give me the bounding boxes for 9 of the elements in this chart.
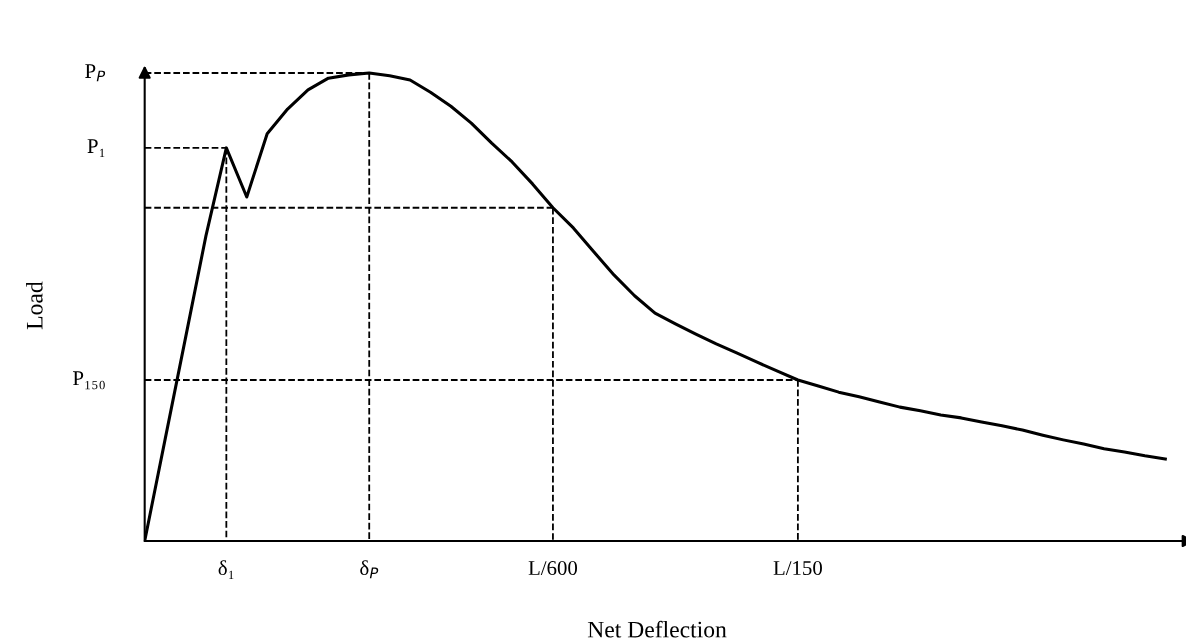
- series-label: P₁₅₀: [73, 371, 105, 390]
- x-tick-label: L/150: [773, 561, 822, 576]
- series-label: P$_{P}$: [85, 64, 106, 82]
- x-tick-label: L/600: [528, 561, 578, 576]
- series-label: P₁: [87, 139, 105, 158]
- x-tick-label: δ$_{P}$: [360, 560, 379, 579]
- x-tick-label: δ₁: [218, 560, 234, 580]
- y-axis-title: Load: [26, 281, 43, 330]
- x-axis-title: Net Deflection: [587, 620, 727, 638]
